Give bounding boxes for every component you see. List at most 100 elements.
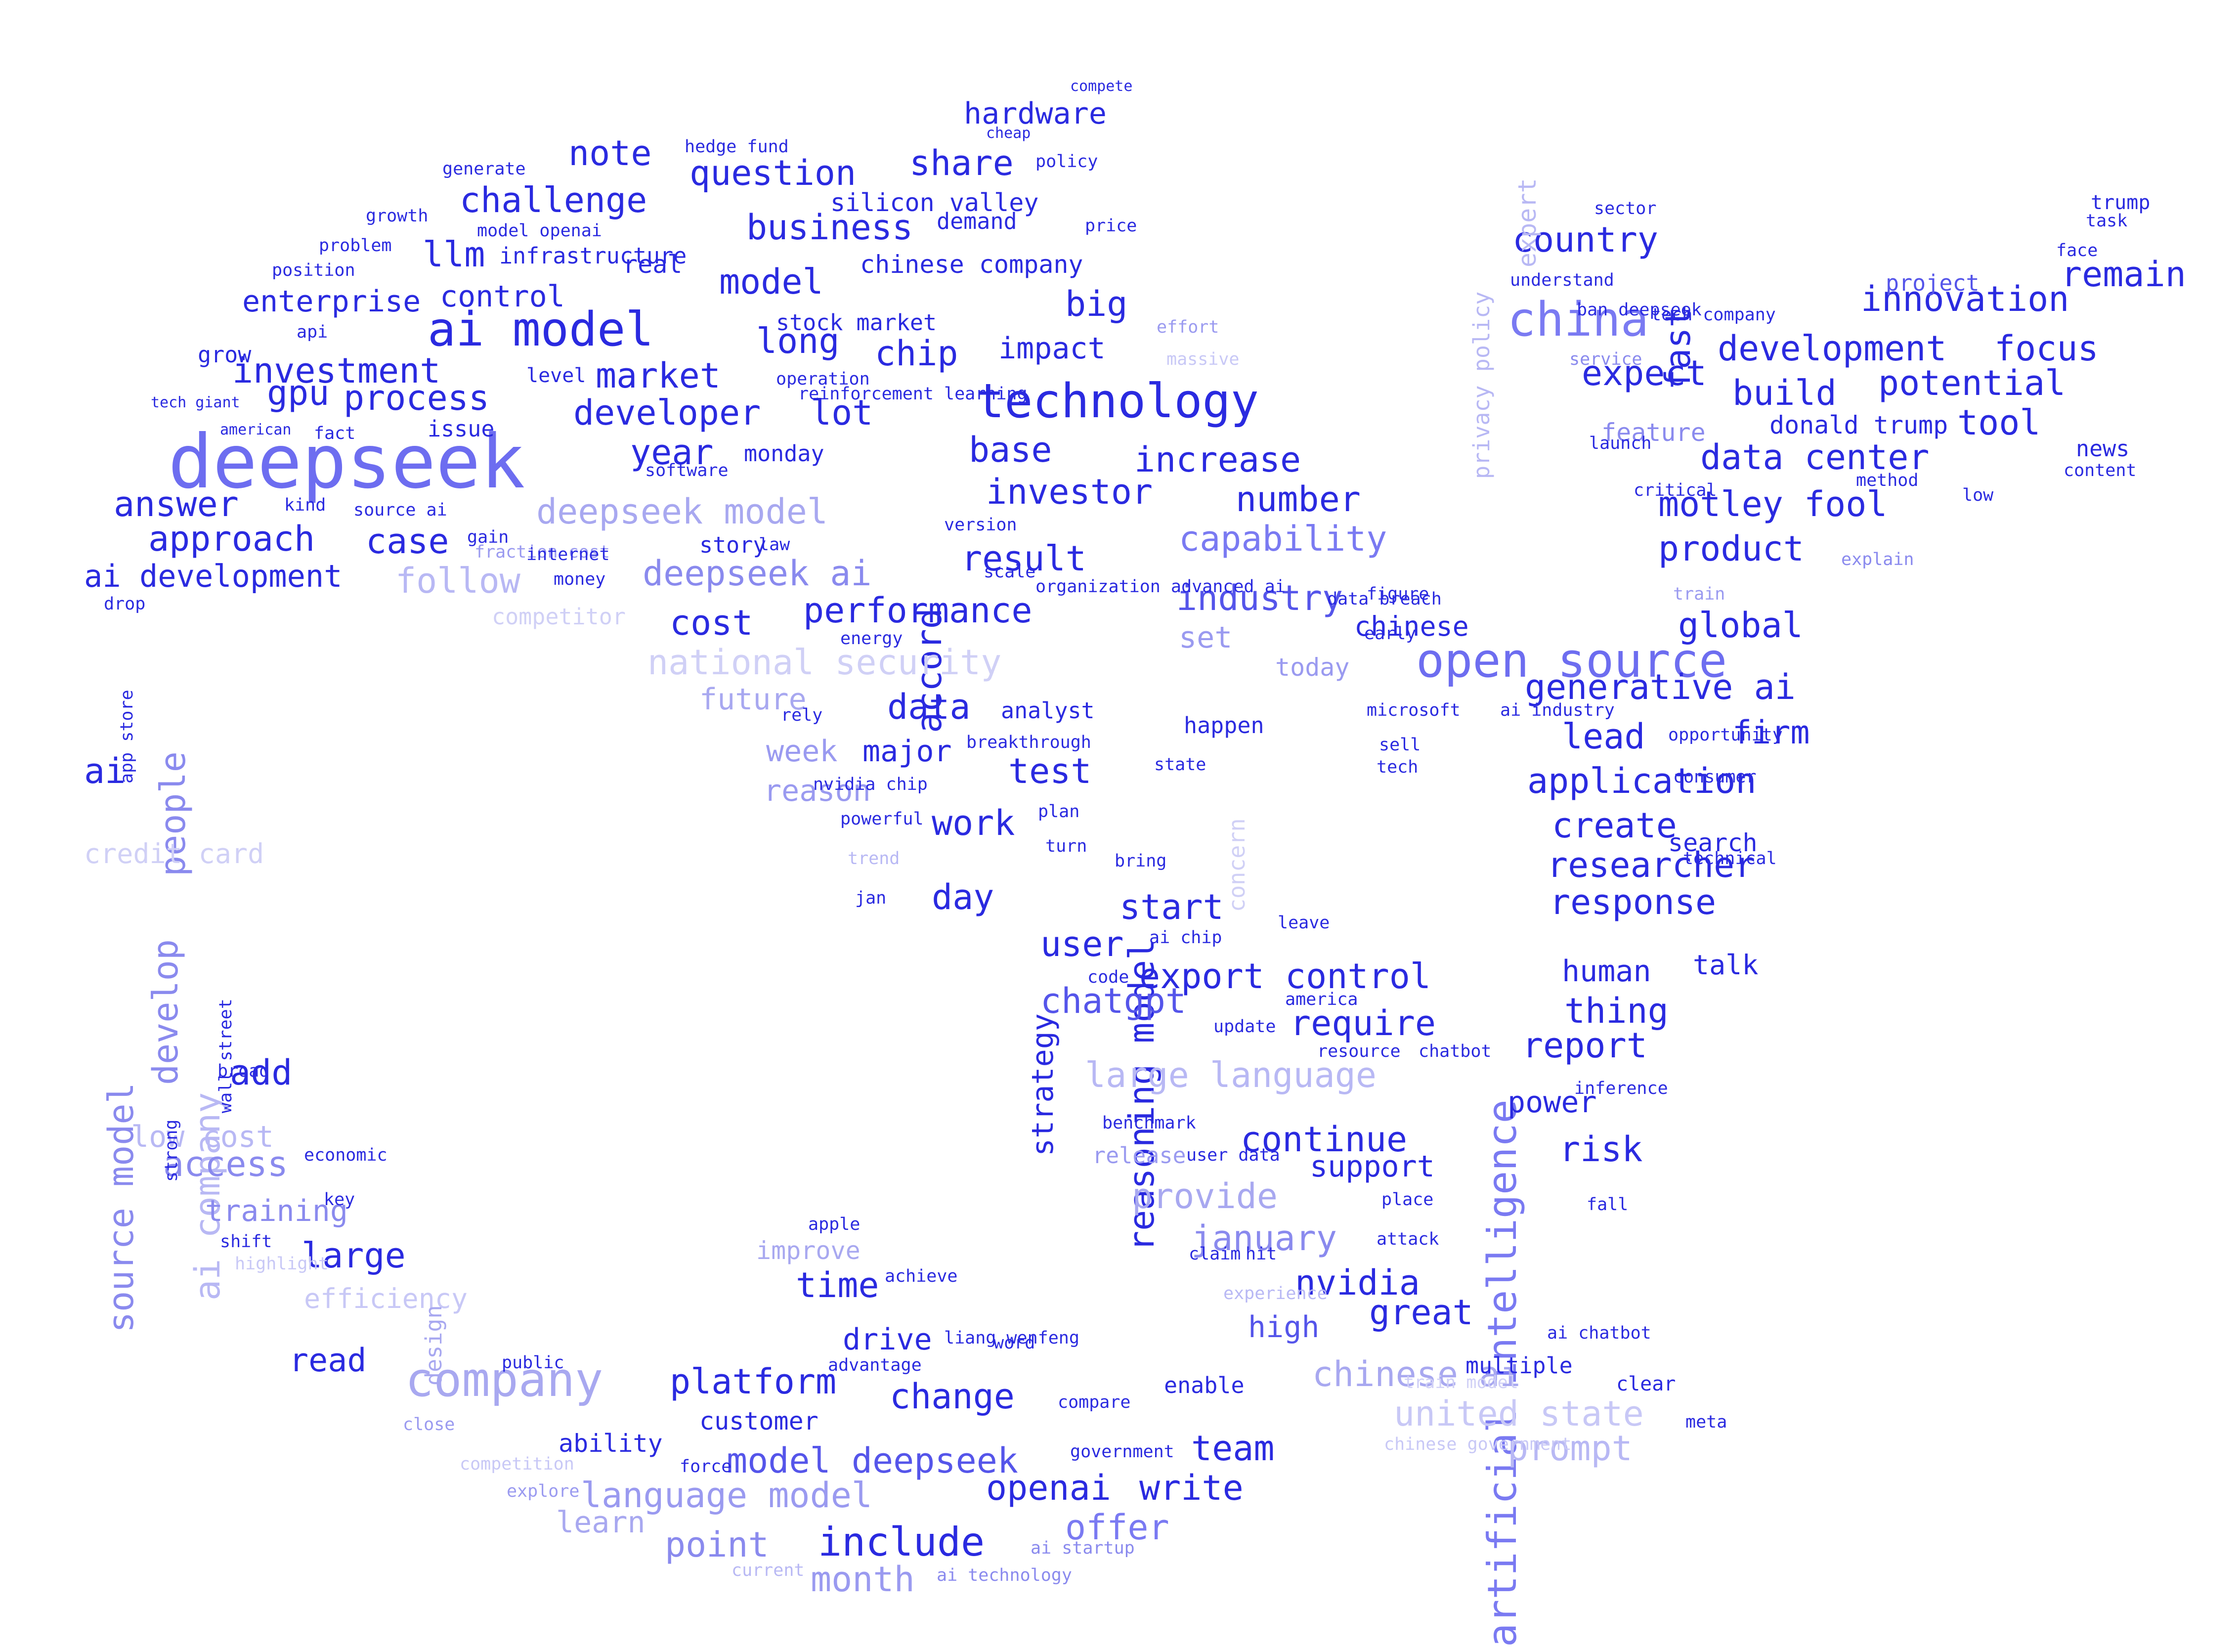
word-ai-chatbot: ai chatbot: [1547, 1323, 1651, 1343]
word-level: level: [526, 364, 586, 387]
word-money: money: [554, 569, 606, 589]
word-breakthrough: breakthrough: [966, 733, 1091, 752]
word-face: face: [2056, 241, 2098, 261]
word-fact: fact: [314, 424, 356, 443]
word-state: state: [1154, 755, 1206, 775]
word-talk: talk: [1693, 949, 1759, 981]
word-ai-development: ai development: [84, 558, 343, 594]
word-silicon-valley: silicon valley: [830, 188, 1039, 217]
word-drive: drive: [843, 1322, 932, 1357]
word-expert: expert: [1513, 178, 1542, 267]
word-researcher: researcher: [1547, 845, 1756, 885]
word-economic: economic: [304, 1145, 388, 1165]
word-follow: follow: [395, 561, 520, 601]
word-ai-technology: ai technology: [937, 1565, 1072, 1585]
word-question: question: [689, 153, 857, 193]
word-efficiency: efficiency: [304, 1283, 468, 1314]
word-clear: clear: [1616, 1373, 1676, 1395]
word-united-state: united state: [1394, 1393, 1644, 1434]
word-company: company: [405, 1353, 603, 1407]
word-training: training: [205, 1194, 348, 1228]
word-process: process: [344, 378, 490, 418]
word-internet: internet: [526, 545, 610, 565]
word-model: model: [719, 261, 823, 302]
word-meta: meta: [1685, 1412, 1727, 1432]
word-trump: trump: [2091, 191, 2151, 214]
word-point: point: [665, 1524, 769, 1565]
word-plan: plan: [1038, 802, 1080, 822]
word-response: response: [1550, 882, 1717, 922]
word-january: january: [1191, 1218, 1337, 1259]
word-broad: broad: [217, 1061, 270, 1081]
word-enterprise: enterprise: [242, 284, 421, 319]
word-benchmark: benchmark: [1102, 1113, 1196, 1133]
word-generative-ai: generative ai: [1525, 667, 1796, 707]
word-result: result: [961, 538, 1086, 579]
word-force: force: [680, 1457, 732, 1477]
word-day: day: [932, 877, 994, 917]
word-language-model: language model: [581, 1475, 873, 1516]
word-policy: policy: [1035, 152, 1098, 172]
word-enable: enable: [1164, 1372, 1245, 1398]
word-ability: ability: [559, 1429, 663, 1458]
word-price: price: [1085, 216, 1137, 236]
word-experience: experience: [1223, 1284, 1328, 1304]
word-train: train: [1673, 584, 1725, 604]
word-word: word: [993, 1333, 1035, 1353]
word-ban-deepseek: ban deepseek: [1577, 300, 1702, 320]
word-highlight: highlight: [235, 1254, 329, 1274]
word-time: time: [796, 1265, 879, 1305]
word-fall: fall: [1587, 1195, 1629, 1215]
word-competition: competition: [460, 1454, 574, 1474]
word-consumer: consumer: [1673, 767, 1757, 787]
word-jan: jan: [855, 888, 887, 908]
word-development: development: [1718, 328, 1947, 369]
word-base: base: [969, 430, 1052, 470]
word-issue: issue: [428, 416, 495, 442]
word-resource: resource: [1317, 1042, 1401, 1061]
word-service: service: [1569, 349, 1642, 369]
word-concern: concern: [1224, 818, 1250, 912]
word-country: country: [1512, 219, 1659, 260]
word-advantage: advantage: [828, 1355, 922, 1375]
word-tech-company: tech company: [1651, 305, 1776, 325]
word-capability: capability: [1179, 519, 1387, 559]
word-news: news: [2076, 435, 2130, 462]
word-developer: developer: [573, 392, 761, 433]
word-microsoft: microsoft: [1367, 700, 1461, 720]
word-chatgpt: chatgpt: [1040, 981, 1187, 1021]
word-task: task: [2086, 211, 2128, 231]
word-note: note: [568, 133, 652, 174]
word-cheap: cheap: [986, 125, 1031, 142]
word-turn: turn: [1045, 836, 1087, 856]
word-impact: impact: [998, 331, 1106, 366]
word-ai-startup: ai startup: [1031, 1538, 1135, 1558]
word-apple: apple: [808, 1215, 861, 1234]
word-data: data: [887, 687, 971, 727]
word-large: large: [301, 1235, 406, 1276]
word-strong: strong: [162, 1119, 181, 1182]
word-tool: tool: [1957, 402, 2041, 443]
word-low: low: [1962, 485, 1994, 505]
word-ai-model: ai model: [428, 303, 654, 357]
word-tech: tech: [1377, 757, 1419, 777]
word-close: close: [403, 1415, 455, 1435]
word-method: method: [1856, 471, 1919, 490]
word-human: human: [1562, 954, 1651, 989]
word-month: month: [811, 1559, 915, 1600]
word-technology: technology: [976, 374, 1259, 429]
word-public: public: [502, 1353, 564, 1373]
word-export-control: export control: [1139, 956, 1431, 997]
word-remain: remain: [2061, 254, 2186, 295]
word-monday: monday: [744, 440, 824, 467]
word-deepseek-ai: deepseek ai: [643, 553, 872, 594]
word-data-breach: data breach: [1327, 589, 1442, 609]
word-opportunity: opportunity: [1668, 725, 1783, 745]
word-high: high: [1248, 1310, 1320, 1345]
word-challenge: challenge: [460, 180, 647, 220]
word-inference: inference: [1574, 1079, 1668, 1098]
word-api: api: [297, 322, 328, 342]
word-answer: answer: [114, 484, 239, 524]
word-law: law: [759, 535, 790, 555]
word-powerful: powerful: [840, 809, 924, 829]
